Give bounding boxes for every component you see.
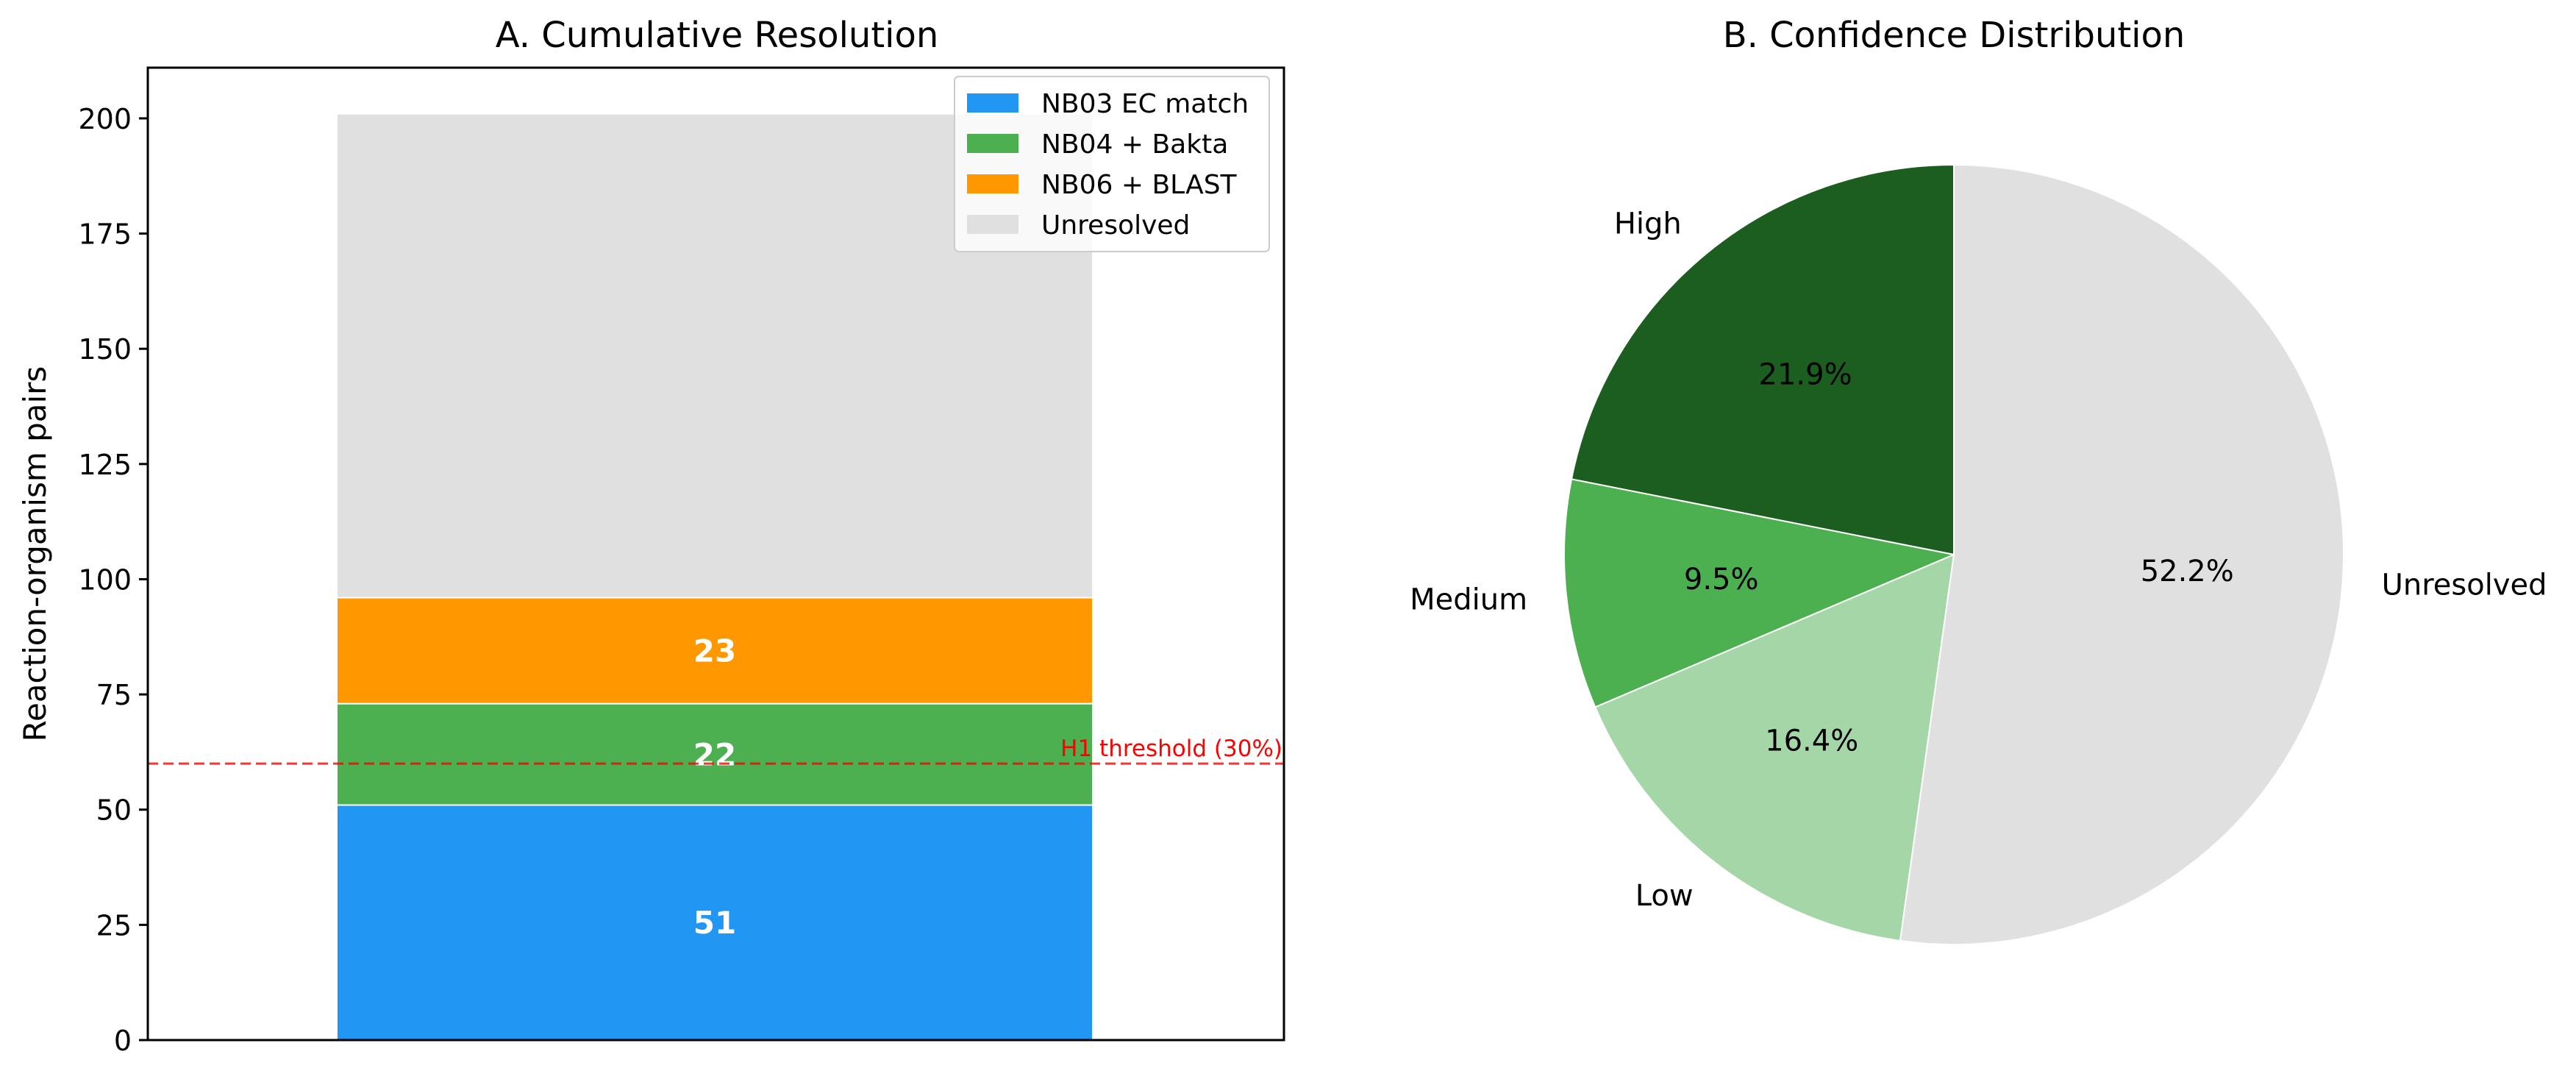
y-tick-label: 0 [114,1025,132,1057]
legend-label-nb04-bakta: NB04 + Bakta [1041,129,1228,160]
pie-percent-label-unresolved: 52.2% [2141,555,2234,588]
legend-label-nb03-ec-match: NB03 EC match [1041,89,1249,119]
pie-slice-low [1594,553,1955,942]
chart-b-pie: 21.9% High 9.5% Medium 16.4% Low 52.2% Unresolv… [1410,163,2547,945]
y-tick-label: 50 [96,794,132,827]
bar-value-label-nb03-ec-match: 51 [693,905,736,941]
legend-frame [954,76,1270,252]
chart-a-y-axis-label: Reaction-organism pairs [17,366,53,742]
y-tick-label: 75 [96,679,132,711]
y-tick-label: 25 [96,909,132,942]
panel-a-stacked-bar-chart: A. Cumulative Resolution 51 22 23 H1 thres… [17,15,1285,1057]
pie-percent-label-high: 21.9% [1759,357,1852,391]
y-tick-label: 200 [78,103,132,135]
chart-b-title: B. Confidence Distribution [1723,15,2186,56]
pie-category-label-high: High [1614,207,1682,241]
bar-value-label-nb06-blast: 23 [693,633,736,669]
panel-b-pie-chart: B. Confidence Distribution 21.9% High 9.5%… [1410,15,2547,945]
pie-category-label-medium: Medium [1410,583,1527,616]
chart-a-plot-frame [146,66,1285,1042]
h1-threshold-label: H1 threshold (30%) [1060,736,1282,762]
bar-value-label-nb04-bakta: 22 [693,737,736,773]
chart-a-legend: NB03 EC match NB04 + Bakta NB06 + BLAST Unr… [954,76,1270,252]
pie-percent-label-low: 16.4% [1765,724,1858,758]
chart-a-bar-labels: 51 22 23 [693,633,736,942]
y-tick-label: 150 [78,333,132,366]
bar-segment-nb03-ec-match [336,804,1093,1042]
bar-segment-nb04-bakta [336,702,1093,806]
pie-slice-high [1570,163,1955,556]
legend-swatch-nb04-bakta [967,134,1018,153]
pie-slice-unresolved [1899,163,2344,945]
legend-swatch-nb06-blast [967,174,1018,193]
legend-swatch-unresolved [967,215,1018,234]
pie-slice-medium [1563,478,1957,708]
pie-percent-label-medium: 9.5% [1684,563,1759,597]
y-tick-label: 125 [78,449,132,481]
legend-label-nb06-blast: NB06 + BLAST [1041,170,1238,200]
pie-category-label-low: Low [1635,879,1694,913]
chart-a-y-axis: 0 25 50 75 100 125 150 175 200 [78,103,148,1057]
y-tick-label: 100 [78,563,132,596]
y-tick-label: 175 [78,218,132,251]
chart-a-bars [336,113,1093,1042]
legend-label-unresolved: Unresolved [1041,210,1190,241]
chart-a-reference-line: H1 threshold (30%) [148,736,1284,765]
chart-a-title: A. Cumulative Resolution [496,15,939,56]
pie-category-label-unresolved: Unresolved [2382,568,2547,602]
legend-swatch-nb03-ec-match [967,93,1018,113]
